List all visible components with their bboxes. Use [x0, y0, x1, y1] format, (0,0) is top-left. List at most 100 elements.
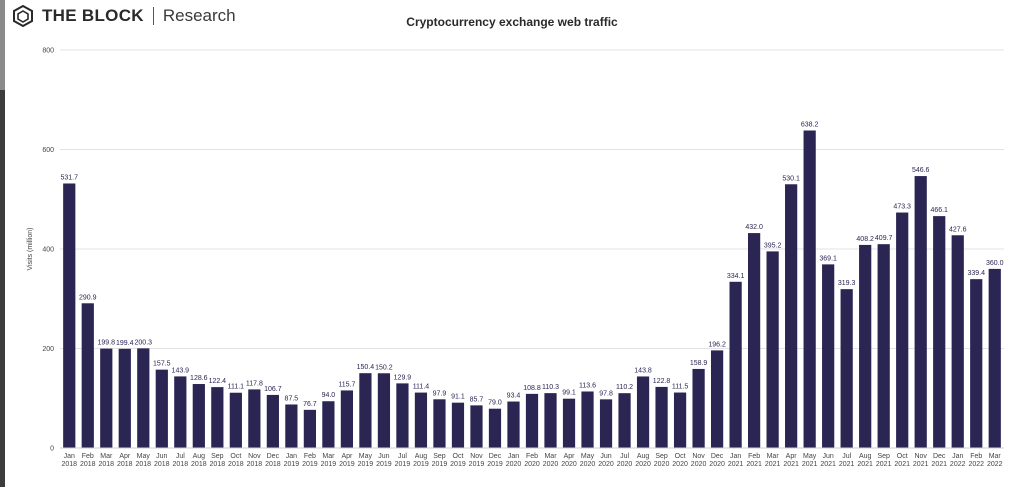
data-label: 290.9: [79, 294, 97, 301]
window-edge-highlight: [0, 0, 5, 90]
x-tick-label: Aug: [637, 453, 650, 460]
data-label: 87.5: [285, 395, 299, 402]
x-tick-label: 2021: [765, 461, 781, 468]
bar: [81, 303, 94, 448]
bars: [63, 130, 1001, 449]
data-label: 199.8: [98, 340, 116, 347]
x-tick-label: 2020: [524, 461, 540, 468]
data-label: 97.9: [433, 390, 447, 397]
x-tick-label: 2020: [561, 461, 577, 468]
y-tick-label: 200: [42, 346, 54, 353]
x-tick-label: Oct: [675, 453, 686, 460]
data-label: 128.6: [190, 375, 208, 382]
x-tick-label: 2018: [136, 461, 152, 468]
data-label: 111.5: [672, 384, 689, 391]
x-tick-label: Dec: [711, 453, 724, 460]
x-tick-label: Dec: [267, 453, 280, 460]
y-tick-label: 600: [42, 147, 54, 154]
x-tick-label: 2018: [265, 461, 281, 468]
bar: [285, 404, 298, 448]
bar: [988, 268, 1001, 448]
bar: [525, 393, 539, 448]
data-label: 158.9: [690, 360, 708, 367]
data-label: 85.7: [470, 396, 484, 403]
x-tick-label: 2019: [302, 461, 318, 468]
data-label: 319.3: [838, 280, 856, 287]
bar: [840, 289, 853, 448]
x-tick-label: 2018: [61, 461, 77, 468]
data-label: 79.0: [488, 400, 502, 407]
data-label: 111.1: [228, 384, 245, 391]
x-tick-label: Mar: [322, 453, 335, 460]
x-tick-label: 2018: [117, 461, 133, 468]
x-tick-label: Oct: [453, 453, 464, 460]
bar: [562, 398, 576, 448]
data-label: 339.4: [967, 270, 985, 277]
data-label: 94.0: [322, 392, 336, 399]
y-tick-label: 800: [42, 48, 54, 55]
data-label: 108.8: [523, 385, 541, 392]
y-tick-label: 0: [50, 446, 54, 453]
x-tick-label: 2021: [913, 461, 929, 468]
data-label: 150.4: [357, 364, 375, 371]
x-tick-label: Sep: [211, 453, 224, 460]
data-label: 91.1: [451, 394, 465, 401]
the-block-logo-icon: [13, 5, 33, 27]
data-label: 638.2: [801, 121, 819, 128]
brand-subtitle: Research: [162, 6, 236, 25]
x-tick-label: Aug: [193, 453, 206, 460]
x-tick-label: 2021: [894, 461, 910, 468]
bar: [507, 401, 520, 448]
x-tick-label: 2019: [469, 461, 485, 468]
x-tick-label: Apr: [341, 453, 353, 460]
x-tick-label: Jul: [176, 453, 185, 460]
brand-name: THE BLOCK: [42, 6, 144, 25]
x-tick-label: Sep: [655, 453, 668, 460]
bar: [748, 233, 761, 448]
y-axis-label: Visits (million): [27, 227, 34, 270]
data-label: 129.9: [394, 374, 412, 381]
data-label: 196.2: [708, 341, 726, 348]
bar: [951, 235, 964, 448]
x-tick-label: 2018: [154, 461, 170, 468]
bar: [155, 369, 168, 448]
bar: [896, 212, 909, 448]
x-tick-label: Feb: [304, 453, 316, 460]
bar: [636, 376, 650, 448]
x-tick-label: Jun: [156, 453, 167, 460]
data-label: 97.8: [599, 390, 613, 397]
data-label: 530.1: [782, 175, 800, 182]
bar: [433, 399, 446, 448]
x-tick-label: 2019: [284, 461, 300, 468]
bar: [137, 348, 150, 448]
data-label: 395.2: [764, 242, 782, 249]
x-tick-label: 2020: [617, 461, 633, 468]
data-label: 93.4: [507, 393, 521, 400]
data-label: 427.6: [949, 226, 967, 233]
x-tick-label: 2019: [321, 461, 337, 468]
x-tick-label: 2020: [709, 461, 725, 468]
x-tick-label: 2018: [191, 461, 207, 468]
data-label: 122.4: [209, 378, 227, 385]
bar: [710, 350, 724, 448]
x-tick-label: 2019: [339, 461, 355, 468]
bar: [599, 399, 613, 448]
x-tick-label: 2018: [210, 461, 226, 468]
x-tick-label: Dec: [933, 453, 946, 460]
x-tick-label: 2019: [487, 461, 503, 468]
bar: [396, 383, 409, 448]
x-tick-label: Dec: [489, 453, 502, 460]
data-label: 122.8: [653, 378, 671, 385]
x-tick-label: 2019: [358, 461, 374, 468]
x-tick-label: Jun: [823, 453, 834, 460]
x-tick-label: May: [137, 453, 151, 460]
x-tick-label: May: [803, 453, 817, 460]
data-label: 334.1: [727, 273, 745, 280]
x-tick-label: Mar: [100, 453, 113, 460]
x-tick-label: Jan: [952, 453, 963, 460]
bar: [766, 251, 779, 448]
data-label: 76.7: [303, 401, 317, 408]
bar: [729, 281, 742, 448]
bar: [655, 386, 668, 448]
x-tick-label: Jun: [378, 453, 389, 460]
